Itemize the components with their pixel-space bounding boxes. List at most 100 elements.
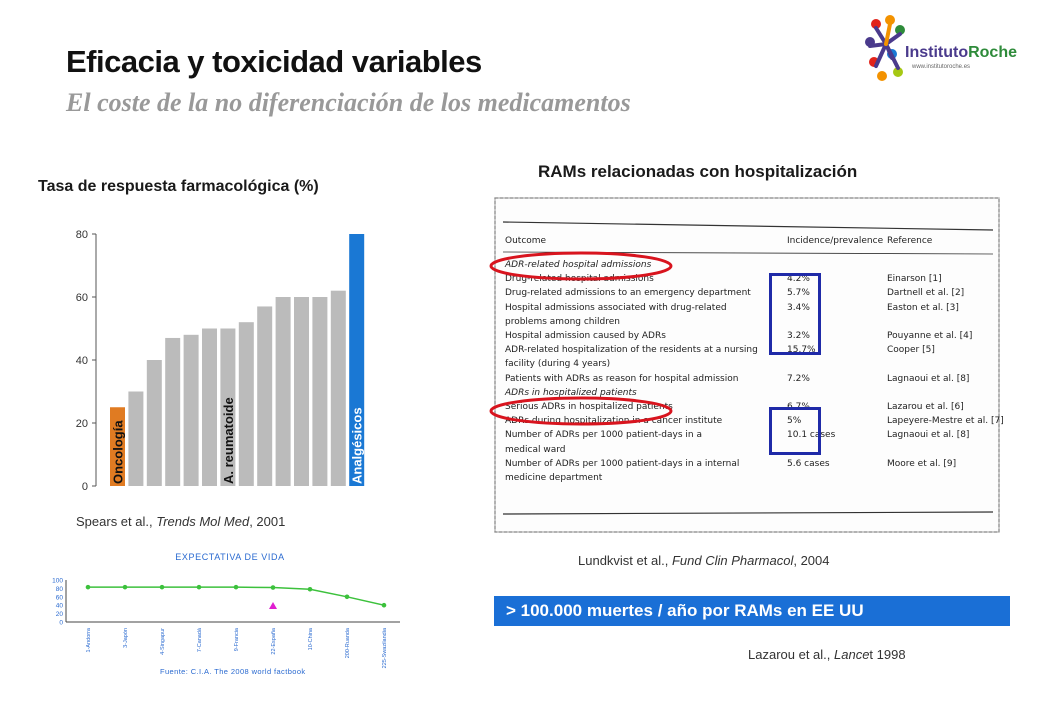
cell-outcome: medical ward [505,444,566,455]
bar-4 [165,337,181,486]
life-y-tick-label: 80 [56,586,64,593]
cell-reference: Lapeyere-Mestre et al. [7] [887,416,1004,427]
bar-8 [238,322,254,486]
cell-reference: Easton et al. [3] [887,302,959,313]
table-row: ADR-related hospitalization of the resid… [505,345,935,356]
cell-incidence: 10.1 cases [787,430,836,441]
life-point-8 [344,594,350,600]
cell-outcome: Number of ADRs per 1000 patient-days in … [505,458,740,469]
life-point-1 [85,584,91,590]
ram-cite-year: , 2004 [793,553,830,568]
deaths-banner: > 100.000 muertes / año por RAMs en EE U… [494,596,1010,626]
cell-reference: Lazarou et al. [6] [887,402,964,412]
life-chart-source: Fuente: C.I.A. The 2008 world factbook [160,667,306,676]
logo-brand-a: Instituto [905,44,969,61]
bar-7 [220,328,236,486]
cell-incidence: 5% [787,416,802,427]
life-x-label: 7-Canadá [197,627,203,652]
y-tick-label: 60 [76,292,88,304]
logo-figures-icon [865,15,905,81]
cell-outcome: Hospital admissions associated with drug… [505,302,727,313]
cell-incidence: 3.2% [787,331,810,341]
y-tick-label: 80 [76,229,88,241]
table-section-row: ADR-related hospital admissions [505,260,651,270]
highlight-ellipse-admissions [489,251,673,281]
life-x-label: 200-Ruanda [345,627,351,658]
cell-outcome: ADR-related hospital admissions [505,260,652,270]
life-y-tick-label: 100 [52,578,63,585]
header-reference: Reference [887,236,933,246]
life-point-6 [270,585,276,590]
life-point-2 [122,584,128,590]
cell-reference: Pouyanne et al. [4] [887,331,973,341]
bar-12 [312,297,328,486]
logo-wordmark: InstitutoRoche [905,44,1017,62]
life-x-label: 22-España [271,627,277,655]
cell-reference: Lagnaoui et al. [8] [887,373,970,384]
cell-outcome: medicine department [505,473,603,483]
cell-incidence: 4.2% [787,274,810,285]
bar-cite-year: , 2001 [249,514,286,529]
ram-title: RAMs relacionadas con hospitalización [538,162,858,181]
bar-3 [146,360,162,486]
life-x-label: 10-China [308,627,314,650]
cell-reference: Dartnell et al. [2] [887,288,965,299]
highlight-box-hospitalized [769,407,821,455]
label-reumatoide: A. reumatoide [221,397,236,484]
header-incidence: Incidence/prevalence [787,236,884,246]
cell-outcome: Number of ADRs per 1000 patient-days in … [505,430,702,441]
cell-outcome: Hospital admission caused by ADRs [505,331,666,341]
table-header-row: Outcome Incidence/prevalence Reference [505,236,932,246]
bar-chart-citation: Spears et al., Trends Mol Med, 2001 [76,514,285,529]
life-y-tick-label: 40 [56,603,64,610]
bar-1 [110,407,125,486]
life-x-label: 9-Francia [234,627,240,651]
cell-incidence: 5.6 cases [787,458,830,469]
table-row: medical ward [505,445,565,455]
bar-13 [330,290,346,486]
table-row: facility (during 4 years) [505,359,610,369]
table-row: Hospital admission caused by ADRs 3.2% Pou… [505,331,972,341]
table-row: Patients with ADRs as reason for hospita… [505,373,969,384]
bar-14 [349,234,365,486]
cell-outcome: ADR-related hospitalization of the resid… [505,345,758,356]
table-row: Number of ADRs per 1000 patient-days in … [505,458,956,469]
life-y-tick-label: 20 [56,611,64,618]
bar-chart-title: Tasa de respuesta farmacológica (%) [38,178,319,195]
life-point-5 [233,584,239,590]
cell-incidence: 15.7% [787,345,816,356]
header-outcome: Outcome [505,236,547,246]
cell-incidence: 7.2% [787,373,810,384]
life-y-tick-label: 60 [56,594,64,601]
ram-table-scan: Outcome Incidence/prevalence Reference A… [489,196,1005,536]
table-row: problems among children [505,317,620,327]
logo-url: www.institutoroche.es [912,64,971,70]
cell-incidence: 5.7% [787,288,810,299]
label-analgesicos: Analgésicos [350,407,365,484]
logo-brand-b: Roche [968,44,1017,61]
life-point-7 [307,586,313,592]
life-point-4 [196,584,202,590]
life-x-label: 3-Japón [123,628,129,648]
table-row: Drug-related admissions to an emergency … [505,288,964,298]
bar-cite-journal: Trends Mol Med [156,514,250,529]
ram-cite-authors: Lundkvist et al., [578,553,672,568]
life-marker-triangle [269,602,277,610]
cell-reference: Moore et al. [9] [887,458,957,469]
lazarou-authors: Lazarou et al., [748,647,834,662]
cell-outcome: problems among children [505,316,620,327]
life-x-label: 225-Swazilandia [382,627,388,668]
table-row: Hospital admissions associated with drug… [505,302,959,313]
bar-6 [202,328,217,486]
life-point-9 [381,602,387,608]
life-x-label: 1-Andorra [86,627,92,652]
page-subtitle: El coste de la no diferenciación de los … [66,88,631,117]
response-rate-bar-chart: 0 20 40 60 80 Oncología A. reumatoide Analgésic… [76,229,365,493]
table-row: Number of ADRs per 1000 patient-days in … [505,430,969,441]
table-row: medicine department [505,473,602,483]
table-row: ADRs during hospitalization in a cancer … [505,416,1004,426]
bar-5 [183,334,199,486]
page-title: Eficacia y toxicidad variables [66,44,482,79]
cell-outcome: Patients with ADRs as reason for hospita… [505,373,739,384]
